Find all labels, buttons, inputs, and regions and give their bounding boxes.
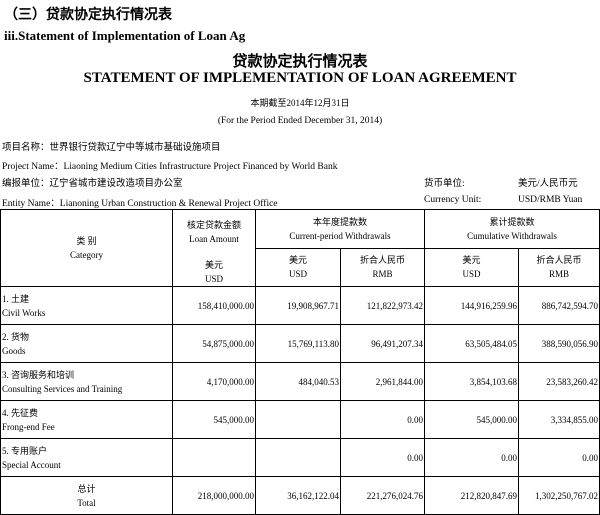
table-row: 4. 先征费 Frong-end Fee 545,000.00 0.00 545,000… [0,400,600,439]
amount-cell: 545,000.00 [424,400,520,439]
header-current: 本年度提款数 Current-period Withdrawals [254,209,426,249]
amount-cell: 3,334,855.00 [518,400,600,439]
currency-label-en: Currency Unit: [424,195,482,205]
category-cn: 3. 咨询服务和培训 [2,369,75,380]
amount-cell [172,438,256,477]
period-en: (For the Period Ended December 31, 2014) [217,116,383,126]
header-cumulative-rmb: 折合人民币 RMB [518,247,600,287]
amount-cell: 19,908,967.71 [255,286,341,325]
amount-cell: 221,276,024.76 [339,476,426,515]
category-cell: 总计 Total [0,476,173,515]
amount-cell: 2,961,844.00 [339,362,426,401]
header-cn: 累计提款数 [489,216,535,227]
amount-cell: 3,854,103.68 [424,362,520,401]
loan-statement-table: 类 别 Category 核定贷款金额 Loan Amount 美元 USD 本年度提款… [0,209,600,515]
category-cn: 总计 [77,483,96,494]
project-name-cn: 项目名称：世界银行贷款辽宁中等城市基础设施项目 [2,143,221,153]
header-en: Current-period Withdrawals [289,230,391,241]
currency-label-cn: 货币单位: [424,179,465,189]
project-name-en: Project Name：Liaoning Medium Cities Infr… [2,162,338,172]
category-cell: 4. 先征费 Frong-end Fee [0,400,173,439]
header-cn: 类 别 [76,236,97,246]
category-cell: 2. 货物 Goods [0,324,173,363]
amount-cell: 886,742,594.70 [518,286,600,325]
amount-cell: 96,491,207.34 [339,324,426,363]
amount-cell [255,438,341,477]
header-category: 类 别 Category [0,209,173,287]
amount-cell: 54,875,000.00 [172,324,256,363]
category-en: Special Account [2,459,61,470]
amount-cell: 36,162,122.04 [255,476,341,515]
header-cumulative-usd: 美元 USD [424,247,520,287]
category-en: Consulting Services and Training [2,383,123,394]
amount-cell: 121,822,973.42 [339,286,426,325]
table-row: 1. 土建 Civil Works 158,410,000.00 19,908,967… [0,286,600,325]
amount-cell: 218,000,000.00 [172,476,256,515]
header-cumulative: 累计提款数 Cumulative Withdrawals [424,209,600,249]
table-row: 3. 咨询服务和培训 Consulting Services and Traini… [0,362,600,401]
category-cn: 5. 专用账户 [2,445,48,456]
entity-en: Entity Name：Lianoning Urban Construction… [2,199,278,209]
table-row: 2. 货物 Goods 54,875,000.00 15,769,113.80 96,4… [0,324,600,363]
header-cn: 本年度提款数 [313,216,368,227]
category-en: Civil Works [2,307,46,318]
category-cn: 1. 土建 [2,293,30,304]
title-en: STATEMENT OF IMPLEMENTATION OF LOAN AGRE… [83,70,517,86]
header-cn: 折合人民币 [360,255,406,266]
header-en: Category [70,250,103,260]
header-cn: 美元 [204,260,223,270]
section-title-en: iii.Statement of Implementation of Loan … [4,28,246,43]
category-en: Goods [2,345,26,356]
amount-cell: 23,583,260.42 [518,362,600,401]
header-loan: 核定贷款金额 Loan Amount 美元 USD [172,209,256,287]
category-cn: 4. 先征费 [2,407,39,418]
header-en: USD [462,269,481,280]
amount-cell: 144,916,259.96 [424,286,520,325]
amount-cell: 0.00 [339,438,426,477]
header-en: RMB [372,269,393,280]
header-cn: 折合人民币 [536,255,582,266]
amount-cell: 4,170,000.00 [172,362,256,401]
period-cn: 本期截至2014年12月31日 [250,98,350,108]
total-row: 总计 Total 218,000,000.00 36,162,122.04 221,27… [0,476,600,515]
amount-cell: 1,302,250,767.02 [518,476,600,515]
amount-cell: 0.00 [518,438,600,477]
amount-cell: 0.00 [424,438,520,477]
category-cell: 3. 咨询服务和培训 Consulting Services and Traini… [0,362,173,401]
header-cn: 美元 [462,255,481,266]
category-en: Frong-end Fee [2,421,55,432]
header-en: RMB [549,269,570,280]
header-en: Cumulative Withdrawals [467,230,557,241]
header-cn: 美元 [288,255,307,266]
title-cn: 贷款协定执行情况表 [232,54,368,70]
amount-cell [255,400,341,439]
category-cn: 2. 货物 [2,331,30,342]
category-cell: 1. 土建 Civil Works [0,286,173,325]
amount-cell: 212,820,847.69 [424,476,520,515]
amount-cell: 545,000.00 [172,400,256,439]
currency-value-cn: 美元/人民币元 [518,179,578,189]
amount-cell: 15,769,113.80 [255,324,341,363]
amount-cell: 484,040.53 [255,362,341,401]
header-en: USD [204,274,223,284]
amount-cell: 63,505,484.05 [424,324,520,363]
header-current-usd: 美元 USD [255,247,341,287]
amount-cell: 388,590,056.90 [518,324,600,363]
header-current-rmb: 折合人民币 RMB [339,247,426,287]
header-en: USD [288,269,307,280]
amount-cell: 0.00 [339,400,426,439]
currency-value-en: USD/RMB Yuan [518,195,583,205]
section-title: （三）贷款协定执行情况表 [4,8,172,23]
table-row: 5. 专用账户 Special Account 0.00 0.00 0.00 [0,438,600,477]
amount-cell: 158,410,000.00 [172,286,256,325]
category-cell: 5. 专用账户 Special Account [0,438,173,477]
header-cn: 核定贷款金额 [186,220,241,230]
category-en: Total [77,497,96,508]
header-en: Loan Amount [189,234,239,244]
entity-cn: 编报单位：辽宁省城市建设改造项目办公室 [2,179,183,189]
